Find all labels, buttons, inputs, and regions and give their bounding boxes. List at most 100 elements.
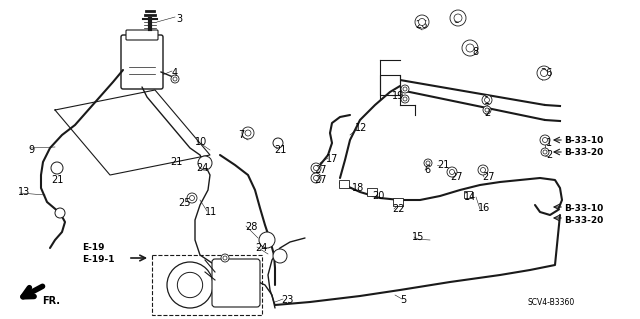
Circle shape <box>51 162 63 174</box>
Text: 21: 21 <box>437 160 449 170</box>
Text: E-19-1: E-19-1 <box>82 255 115 264</box>
Bar <box>339 180 349 188</box>
Circle shape <box>401 85 409 93</box>
Circle shape <box>483 106 491 114</box>
Bar <box>464 191 472 198</box>
Text: SCV4-B3360: SCV4-B3360 <box>528 298 575 307</box>
Circle shape <box>541 148 549 156</box>
Text: 11: 11 <box>205 207 217 217</box>
Text: 16: 16 <box>478 203 490 213</box>
Text: 14: 14 <box>464 192 476 202</box>
Circle shape <box>419 19 426 26</box>
Text: 2: 2 <box>546 150 552 160</box>
Text: 7: 7 <box>238 130 244 140</box>
Circle shape <box>245 130 251 136</box>
Circle shape <box>198 156 212 170</box>
Text: 4: 4 <box>172 68 178 78</box>
Text: 27: 27 <box>482 172 495 182</box>
Circle shape <box>543 137 547 143</box>
Text: 13: 13 <box>18 187 30 197</box>
Text: 18: 18 <box>352 183 364 193</box>
Circle shape <box>426 161 430 165</box>
Circle shape <box>466 44 474 52</box>
Circle shape <box>450 10 466 26</box>
FancyBboxPatch shape <box>212 259 260 307</box>
Text: 8: 8 <box>453 15 459 25</box>
Text: 22: 22 <box>392 204 404 214</box>
Circle shape <box>481 167 486 173</box>
Text: 24: 24 <box>196 163 209 173</box>
Circle shape <box>311 163 321 173</box>
Circle shape <box>311 173 321 183</box>
Text: 28: 28 <box>245 222 257 232</box>
Circle shape <box>401 95 409 103</box>
Text: 12: 12 <box>355 123 367 133</box>
Text: 27: 27 <box>450 172 463 182</box>
Text: B-33-10: B-33-10 <box>564 136 604 145</box>
Circle shape <box>447 167 457 177</box>
Text: 19: 19 <box>392 91 404 101</box>
Bar <box>380 75 400 95</box>
FancyBboxPatch shape <box>121 35 163 89</box>
Circle shape <box>537 66 551 80</box>
Circle shape <box>187 193 197 203</box>
Text: B-33-10: B-33-10 <box>564 204 604 213</box>
Text: 21: 21 <box>274 145 286 155</box>
Text: 20: 20 <box>372 191 385 201</box>
Circle shape <box>173 77 177 81</box>
Circle shape <box>273 138 283 148</box>
Circle shape <box>540 135 550 145</box>
Text: 2: 2 <box>484 108 490 118</box>
Circle shape <box>543 150 547 154</box>
Circle shape <box>462 40 478 56</box>
Circle shape <box>541 70 547 77</box>
Text: 23: 23 <box>281 295 293 305</box>
Text: 1: 1 <box>546 138 552 148</box>
Circle shape <box>221 254 229 262</box>
Text: 21: 21 <box>51 175 63 185</box>
Bar <box>367 188 377 196</box>
Circle shape <box>314 166 319 170</box>
Circle shape <box>314 175 319 181</box>
Text: 27: 27 <box>314 165 326 175</box>
Text: 26: 26 <box>540 68 552 78</box>
Circle shape <box>223 256 227 260</box>
Text: 5: 5 <box>400 295 406 305</box>
Bar <box>393 198 403 206</box>
Circle shape <box>482 95 492 105</box>
Text: 24: 24 <box>255 243 268 253</box>
Circle shape <box>403 87 407 91</box>
Circle shape <box>485 108 489 112</box>
Text: 21: 21 <box>170 157 182 167</box>
Circle shape <box>177 272 203 298</box>
Text: FR.: FR. <box>42 296 60 306</box>
Text: 1: 1 <box>484 96 490 106</box>
Circle shape <box>478 165 488 175</box>
Text: 3: 3 <box>176 14 182 24</box>
Circle shape <box>171 75 179 83</box>
Circle shape <box>484 98 490 102</box>
Circle shape <box>454 14 462 22</box>
Text: 25: 25 <box>178 198 191 208</box>
Text: B-33-20: B-33-20 <box>564 216 604 225</box>
Text: 8: 8 <box>472 47 478 57</box>
Text: 26: 26 <box>415 20 428 30</box>
Text: E-19: E-19 <box>82 243 104 252</box>
Text: 17: 17 <box>326 154 339 164</box>
Circle shape <box>424 159 432 167</box>
Text: 10: 10 <box>195 137 207 147</box>
Circle shape <box>167 262 213 308</box>
Circle shape <box>449 169 454 174</box>
Circle shape <box>189 196 195 201</box>
Text: B-33-20: B-33-20 <box>564 148 604 157</box>
Circle shape <box>259 232 275 248</box>
Text: 9: 9 <box>28 145 34 155</box>
Text: 15: 15 <box>412 232 424 242</box>
Circle shape <box>55 208 65 218</box>
Text: 27: 27 <box>314 175 326 185</box>
Text: 6: 6 <box>424 165 430 175</box>
Circle shape <box>242 127 254 139</box>
Bar <box>152 255 262 315</box>
FancyBboxPatch shape <box>126 30 158 40</box>
Circle shape <box>273 249 287 263</box>
